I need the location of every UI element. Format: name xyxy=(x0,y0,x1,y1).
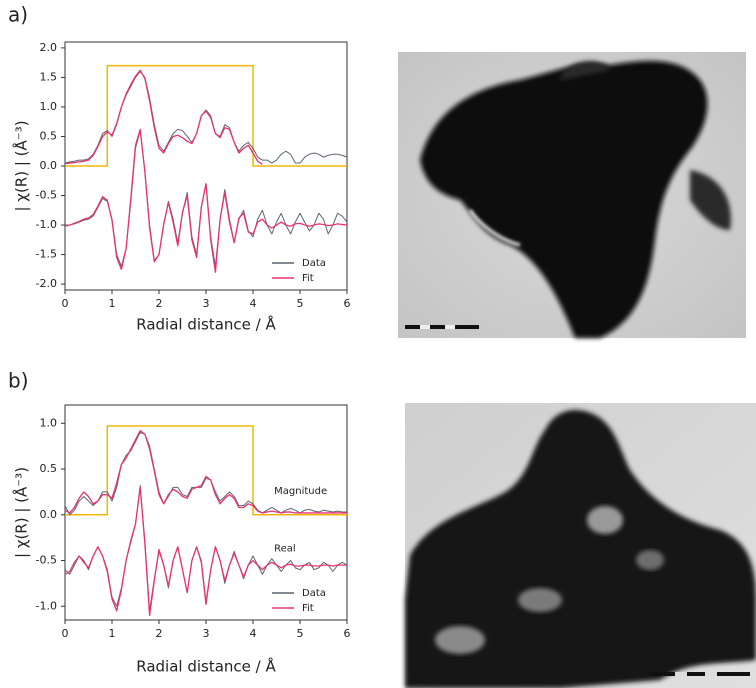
y-tick-label: -1.0 xyxy=(36,599,57,612)
x-axis-label: Radial distance / Å xyxy=(136,315,276,334)
y-tick-label: 0.0 xyxy=(40,508,58,521)
y-tick-label: 1.0 xyxy=(40,416,58,429)
series-line xyxy=(64,71,348,164)
y-tick-label: 1.5 xyxy=(40,70,58,83)
y-tick-label: -1.5 xyxy=(36,248,57,261)
x-tick-label: 1 xyxy=(109,297,116,310)
x-tick-label: 3 xyxy=(203,297,210,310)
y-tick-label: 1.0 xyxy=(40,100,58,113)
series-line xyxy=(64,69,263,165)
x-tick-label: 5 xyxy=(297,627,304,640)
y-tick-label: 0.5 xyxy=(40,129,58,142)
x-axis-label: Radial distance / Å xyxy=(136,657,276,676)
series-line xyxy=(64,429,347,514)
x-tick-label: 1 xyxy=(109,627,116,640)
y-tick-label: 2.0 xyxy=(40,41,58,54)
micrograph-b xyxy=(405,403,756,688)
series-line xyxy=(64,486,347,617)
legend-label: Data xyxy=(302,258,326,269)
micrograph-a xyxy=(398,52,746,339)
window-line xyxy=(65,64,347,167)
x-tick-label: 0 xyxy=(62,297,69,310)
x-tick-label: 4 xyxy=(250,297,257,310)
annotation: Magnitude xyxy=(274,486,327,497)
y-axis-label: | χ(R) | (Å⁻³) xyxy=(12,467,31,558)
series-line xyxy=(64,128,348,273)
legend-label: Fit xyxy=(302,273,314,284)
panel-label: b) xyxy=(8,369,29,393)
x-tick-label: 5 xyxy=(297,297,304,310)
scale-bar xyxy=(405,325,479,329)
y-tick-label: -0.5 xyxy=(36,554,57,567)
y-tick-label: -2.0 xyxy=(36,277,57,290)
x-tick-label: 6 xyxy=(344,297,351,310)
legend-label: Fit xyxy=(302,603,314,614)
x-tick-label: 3 xyxy=(203,627,210,640)
legend-label: Data xyxy=(302,588,326,599)
window-line xyxy=(65,425,347,516)
annotation: Real xyxy=(274,544,296,555)
y-tick-label: -1.0 xyxy=(36,218,57,231)
y-tick-label: 0.0 xyxy=(40,159,58,172)
x-tick-label: 4 xyxy=(250,627,257,640)
x-tick-label: 2 xyxy=(156,627,163,640)
scale-bar xyxy=(650,672,750,676)
x-tick-label: 0 xyxy=(62,627,69,640)
y-tick-label: 0.5 xyxy=(40,462,58,475)
panel-label: a) xyxy=(8,3,28,27)
y-axis-label: | χ(R) | (Å⁻³) xyxy=(12,120,31,211)
x-tick-label: 6 xyxy=(344,627,351,640)
x-tick-label: 2 xyxy=(156,297,163,310)
y-tick-label: -0.5 xyxy=(36,189,57,202)
